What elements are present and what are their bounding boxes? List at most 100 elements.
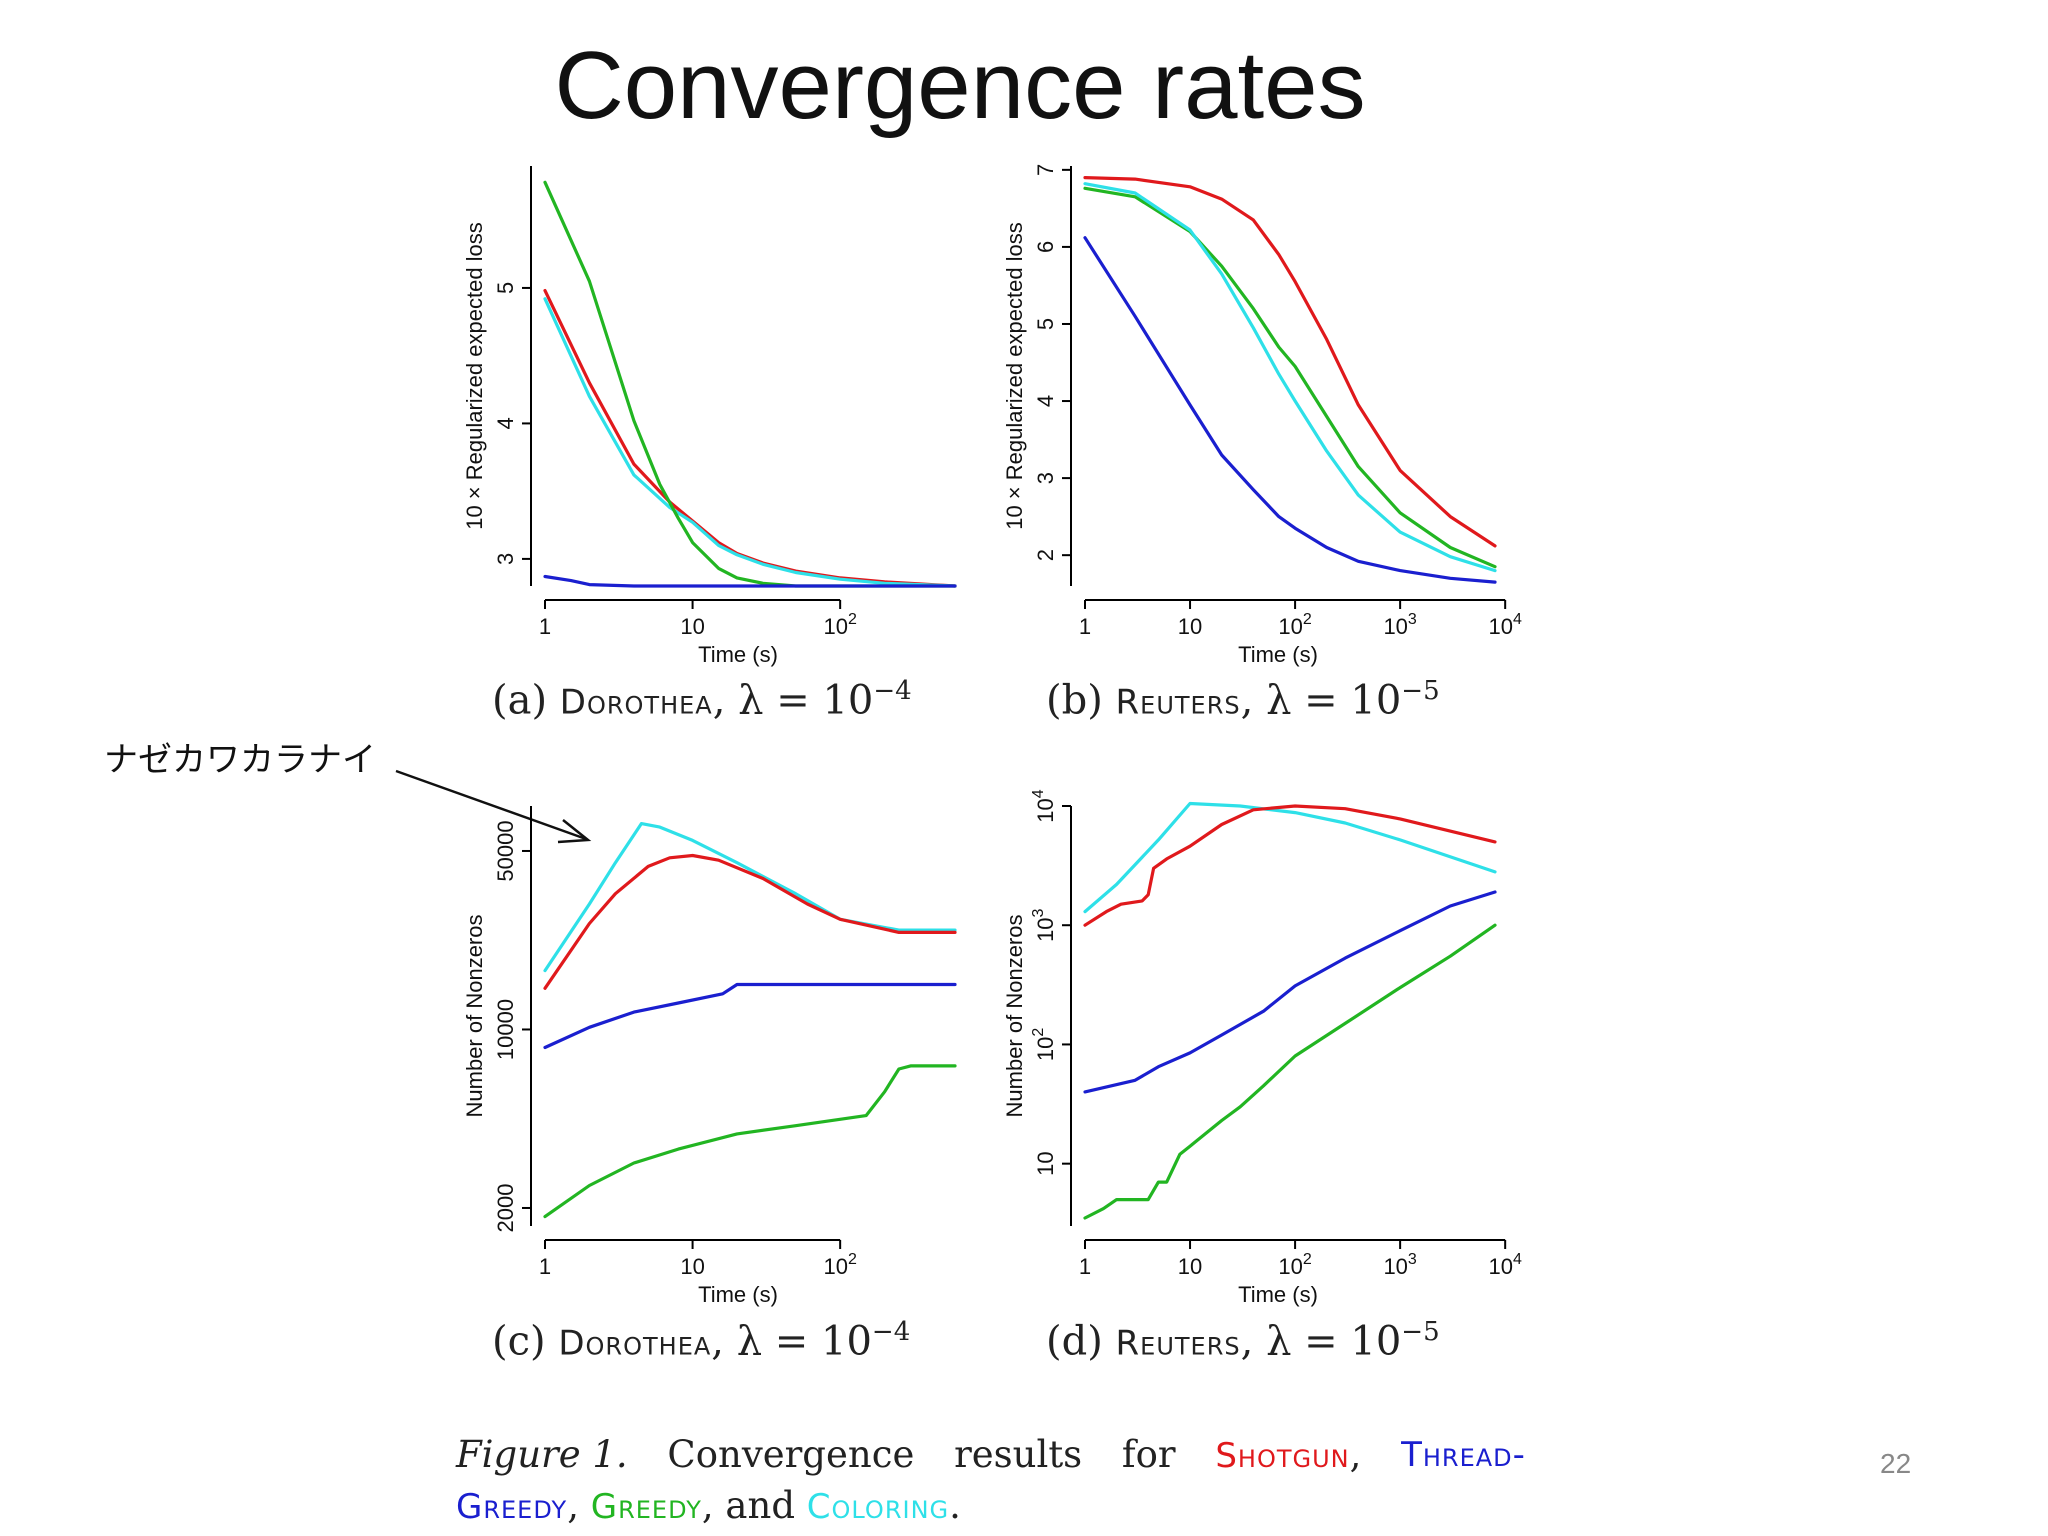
figure-caption-word: results [954,1433,1083,1476]
figure-caption-word: for [1121,1433,1176,1476]
chart-c-svg: 1 10 102 2000 10000 50000 Time (s) Number of No… [462,806,957,1307]
y-tick-label: 104 [1030,789,1058,822]
y-tick-label: 10 [1033,1151,1058,1175]
x-tick-label: 1 [1079,614,1091,639]
caption-lambda-exp: −4 [871,1317,911,1347]
legend-shotgun: Shotgun [1215,1436,1350,1476]
y-tick-label: 5 [493,282,518,294]
x-tick-label: 104 [1488,611,1521,639]
series-line-thread-greedy [1083,890,1497,1094]
caption-lambda: λ = 10 [736,1318,872,1365]
chart-a-svg: 1 10 102 3 4 5 Time (s) 10 × Regularized expect… [462,166,957,667]
caption-lambda: λ = 10 [738,677,874,724]
x-tick-label: 1 [539,1254,551,1279]
legend-thread-greedy-part2: Greedy [456,1487,568,1527]
caption-lambda: λ = 10 [1266,677,1402,724]
caption-dataset: Reuters [1115,1323,1241,1364]
chart-panel-a: 1 10 102 3 4 5 Time (s) 10 × Regularized expect… [430,150,990,667]
caption-lambda-exp: −4 [873,676,912,706]
x-tick-label: 102 [1278,611,1311,639]
y-tick-label: 2000 [493,1183,518,1232]
caption-lambda: λ = 10 [1266,1318,1402,1365]
series-line-greedy [543,1064,957,1219]
series-line-thread-greedy [543,574,957,588]
y-tick-label: 2 [1033,549,1058,561]
y-tick-label: 5 [1033,318,1058,330]
caption-dataset: Reuters [1115,682,1241,723]
series-line-coloring [1083,801,1497,914]
y-tick-label: 4 [1033,395,1058,407]
chart-panel-d: 1 10 102 103 104 10 102 103 104 Time (s) Number of… [970,789,1530,1307]
series-line-shotgun [1083,804,1497,927]
x-axis-label: Time (s) [698,1282,778,1307]
legend-greedy: Greedy [590,1487,702,1527]
y-axis-label: Number of Nonzeros [462,915,487,1118]
series-line-shotgun [1083,176,1497,548]
x-tick-label: 10 [1178,614,1202,639]
figure-caption-punct: , [1349,1433,1362,1476]
figure-caption-punct: , [567,1484,579,1527]
x-tick-label: 103 [1383,1251,1416,1279]
x-tick-label: 102 [823,1251,856,1279]
series-line-thread-greedy [1083,236,1497,584]
caption-dataset: Dorothea [559,682,713,723]
series-line-coloring [1083,182,1497,573]
y-tick-label: 103 [1030,908,1058,941]
y-tick-label: 3 [1033,472,1058,484]
x-tick-label: 10 [680,614,704,639]
caption-lambda-exp: −5 [1401,676,1440,706]
x-axis-label: Time (s) [1238,1282,1318,1307]
y-tick-label: 102 [1030,1028,1058,1061]
series-line-greedy [1083,923,1497,1220]
panel-caption-b: (b) Reuters, λ = 10−5 [1046,676,1440,724]
y-axis-label: Number of Nonzeros [1002,915,1027,1118]
figure-caption: Figure 1. Convergence results for Shotgu… [456,1430,1526,1532]
panel-caption-c: (c) Dorothea, λ = 10−4 [492,1317,911,1365]
series-line-coloring [543,297,957,588]
series-line-coloring [543,821,957,973]
figure-caption-punct: . [949,1484,961,1527]
y-tick-label: 7 [1033,164,1058,176]
chart-d-svg: 1 10 102 103 104 10 102 103 104 Time (s) Number of… [1002,789,1522,1307]
series-line-thread-greedy [543,982,957,1050]
legend-coloring: Coloring [806,1487,950,1527]
page-number: 22 [1880,1448,1912,1479]
x-tick-label: 102 [1278,1251,1311,1279]
series-line-greedy [1083,186,1497,569]
caption-lambda-exp: −5 [1401,1317,1440,1347]
y-axis-label: 10 × Regularized expected loss [1002,222,1027,530]
figure-caption-prefix: Figure 1. [456,1433,628,1476]
panel-caption-d: (d) Reuters, λ = 10−5 [1046,1317,1440,1365]
y-axis-label: 10 × Regularized expected loss [462,222,487,530]
x-tick-label: 103 [1383,611,1416,639]
x-tick-label: 1 [1079,1254,1091,1279]
series-line-greedy [543,180,957,588]
y-tick-label: 10000 [493,999,518,1060]
x-tick-label: 10 [1178,1254,1202,1279]
x-tick-label: 102 [823,611,856,639]
legend-thread-greedy-part1: Thread- [1401,1435,1526,1475]
figure-caption-and: , and [701,1484,796,1527]
caption-prefix: (c) [492,1318,546,1365]
x-tick-label: 10 [680,1254,704,1279]
y-tick-label: 4 [493,417,518,429]
figure-caption-word: Convergence [667,1433,915,1476]
caption-dataset: Dorothea [558,1323,712,1364]
y-tick-label: 3 [493,553,518,565]
annotation-text: ナゼカワカラナイ [104,740,376,780]
chart-panel-b: 1 10 102 103 104 2 3 4 5 6 7 Time (s) 10 × Regulariz… [970,150,1530,667]
y-tick-label: 50000 [493,820,518,881]
caption-prefix: (b) [1046,677,1103,724]
x-axis-label: Time (s) [698,642,778,667]
x-tick-label: 1 [539,614,551,639]
chart-panel-c: 1 10 102 2000 10000 50000 Time (s) Number of No… [430,790,990,1307]
x-axis-label: Time (s) [1238,642,1318,667]
y-tick-label: 6 [1033,241,1058,253]
series-line-shotgun [543,853,957,990]
chart-b-svg: 1 10 102 103 104 2 3 4 5 6 7 Time (s) 10 × Regulariz… [1002,164,1522,667]
x-tick-label: 104 [1488,1251,1521,1279]
slide-title: Convergence rates [554,32,1366,139]
caption-prefix: (d) [1046,1318,1103,1365]
caption-prefix: (a) [492,677,548,724]
panel-caption-a: (a) Dorothea, λ = 10−4 [492,676,912,724]
